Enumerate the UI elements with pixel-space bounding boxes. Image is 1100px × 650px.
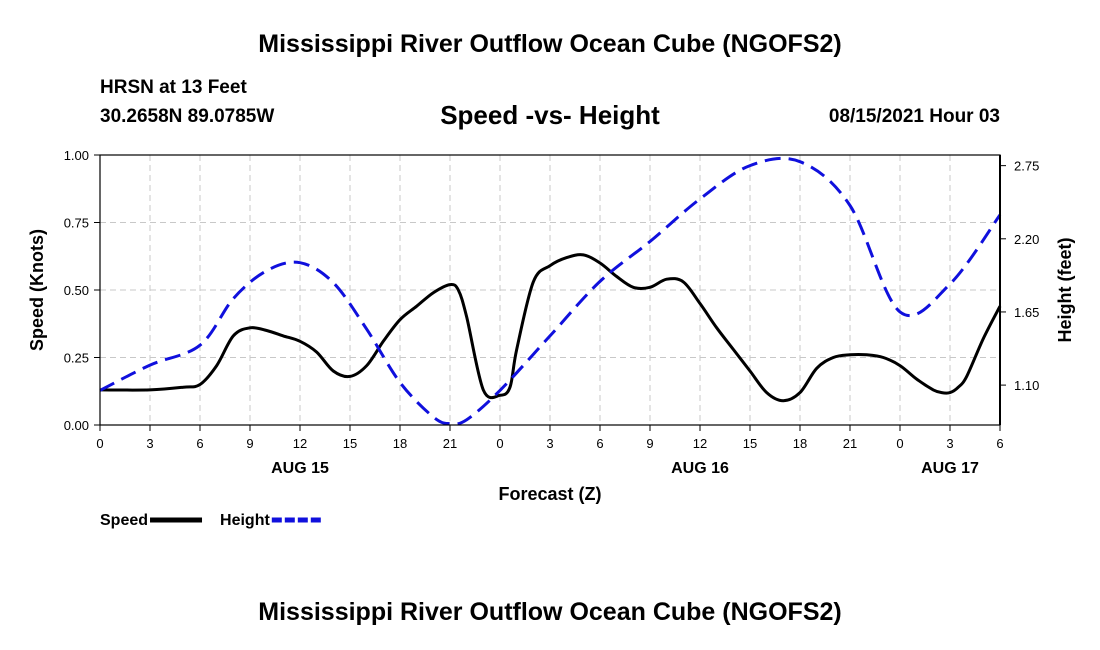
x-tick-label: 15	[743, 436, 757, 451]
y-tick-label: 0.00	[64, 418, 89, 433]
y2-tick-label: 2.75	[1014, 159, 1039, 174]
legend: Speed Height	[100, 512, 324, 529]
x-tick-label: 3	[946, 436, 953, 451]
footer-title: Mississippi River Outflow Ocean Cube (NG…	[258, 598, 842, 626]
x-axis-title: Forecast (Z)	[498, 484, 601, 504]
y-tick-label: 0.75	[64, 216, 89, 231]
legend-label-speed: Speed	[100, 512, 148, 529]
series-line-speed	[99, 253, 1002, 403]
x-tick-label: 21	[843, 436, 857, 451]
x-tick-label: 9	[646, 436, 653, 451]
x-tick-label: 15	[343, 436, 357, 451]
x-tick-label: 21	[443, 436, 457, 451]
x-tick-label: 18	[793, 436, 807, 451]
series-layer	[99, 156, 1002, 426]
x-tick-label: 0	[896, 436, 903, 451]
station-label: HRSN at 13 Feet	[100, 77, 247, 98]
axes-layer: 0 3 6 9 12 15 18 21 0 3 6 9 12 15 18 21 0 3 6 0.00 0.25 0.50 0…	[64, 148, 1040, 477]
x-tick-label: 0	[496, 436, 503, 451]
y-axis-title: Speed (Knots)	[27, 229, 47, 351]
x-tick-label: 6	[196, 436, 203, 451]
x-tick-label: 18	[393, 436, 407, 451]
grid	[100, 155, 1000, 425]
chart-subtitle: Speed -vs- Height	[440, 100, 660, 130]
x-tick-label: 12	[693, 436, 707, 451]
date-label: AUG 17	[921, 460, 979, 477]
legend-label-height: Height	[220, 512, 270, 529]
y2-tick-label: 1.10	[1014, 378, 1039, 393]
x-tick-label: 0	[96, 436, 103, 451]
y-tick-label: 0.50	[64, 283, 89, 298]
coordinates-label: 30.2658N 89.0785W	[100, 106, 275, 127]
x-tick-label: 6	[996, 436, 1003, 451]
y2-tick-label: 1.65	[1014, 305, 1039, 320]
x-tick-label: 12	[293, 436, 307, 451]
y2-tick-label: 2.20	[1014, 232, 1039, 247]
y2-axis-title: Height (feet)	[1055, 238, 1075, 343]
y-tick-label: 0.25	[64, 351, 89, 366]
series-line-height	[99, 156, 1002, 426]
x-tick-label: 3	[546, 436, 553, 451]
forecast-timestamp: 08/15/2021 Hour 03	[828, 106, 1000, 127]
page-title: Mississippi River Outflow Ocean Cube (NG…	[258, 30, 842, 58]
y-tick-label: 1.00	[64, 148, 89, 163]
x-tick-label: 3	[146, 436, 153, 451]
x-tick-label: 6	[596, 436, 603, 451]
date-label: AUG 16	[671, 460, 729, 477]
date-label: AUG 15	[271, 460, 329, 477]
x-tick-label: 9	[246, 436, 253, 451]
